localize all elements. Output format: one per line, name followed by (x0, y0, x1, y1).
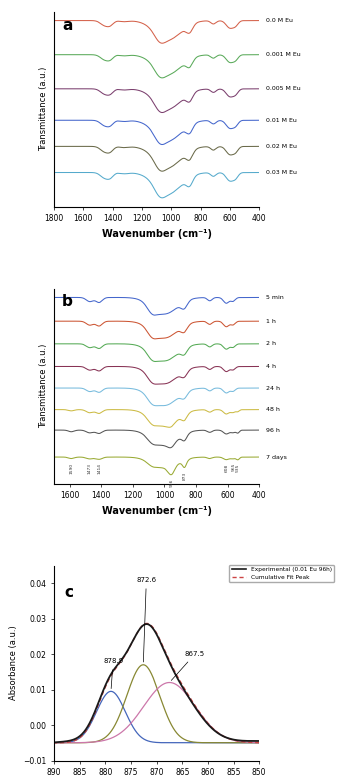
Text: 48 h: 48 h (266, 407, 280, 412)
Legend: Experimental (0.01 Eu 96h), Cumulative Fit Peak: Experimental (0.01 Eu 96h), Cumulative F… (229, 565, 334, 582)
X-axis label: Wavenumber (cm⁻¹): Wavenumber (cm⁻¹) (102, 505, 212, 516)
Y-axis label: Transmittance (a.u.): Transmittance (a.u.) (40, 67, 49, 151)
Text: 2 h: 2 h (266, 342, 276, 346)
Text: 0.001 M Eu: 0.001 M Eu (266, 52, 301, 57)
Text: b: b (62, 295, 73, 310)
Text: 96 h: 96 h (266, 427, 280, 433)
Text: 7 days: 7 days (266, 455, 287, 459)
Text: 1590: 1590 (69, 463, 73, 473)
Text: 878.9: 878.9 (103, 658, 123, 689)
Text: 0.005 M Eu: 0.005 M Eu (266, 87, 301, 91)
Text: 1 h: 1 h (266, 319, 276, 324)
X-axis label: Wavenumber (cm⁻¹): Wavenumber (cm⁻¹) (102, 229, 212, 239)
Text: 872.6: 872.6 (136, 577, 156, 662)
Text: a: a (62, 18, 73, 33)
Text: 873: 873 (183, 471, 186, 480)
Text: 0.01 M Eu: 0.01 M Eu (266, 118, 297, 122)
Text: 0.03 M Eu: 0.03 M Eu (266, 170, 297, 175)
Text: 4 h: 4 h (266, 364, 276, 369)
Text: 867.5: 867.5 (171, 651, 205, 680)
Text: 0.0 M Eu: 0.0 M Eu (266, 18, 293, 23)
Text: 956: 956 (170, 478, 174, 487)
Text: 535: 535 (236, 463, 240, 472)
Text: 24 h: 24 h (266, 385, 280, 391)
Text: 1414: 1414 (97, 463, 101, 474)
Text: 0.02 M Eu: 0.02 M Eu (266, 144, 297, 149)
Text: c: c (64, 585, 73, 600)
Text: 1473: 1473 (88, 463, 92, 473)
Y-axis label: Absorbance (a.u.): Absorbance (a.u.) (9, 626, 18, 700)
Text: 608: 608 (224, 463, 228, 472)
Text: 565: 565 (231, 463, 235, 471)
Y-axis label: Transmittance (a.u.): Transmittance (a.u.) (40, 344, 49, 428)
Text: 5 min: 5 min (266, 295, 284, 300)
